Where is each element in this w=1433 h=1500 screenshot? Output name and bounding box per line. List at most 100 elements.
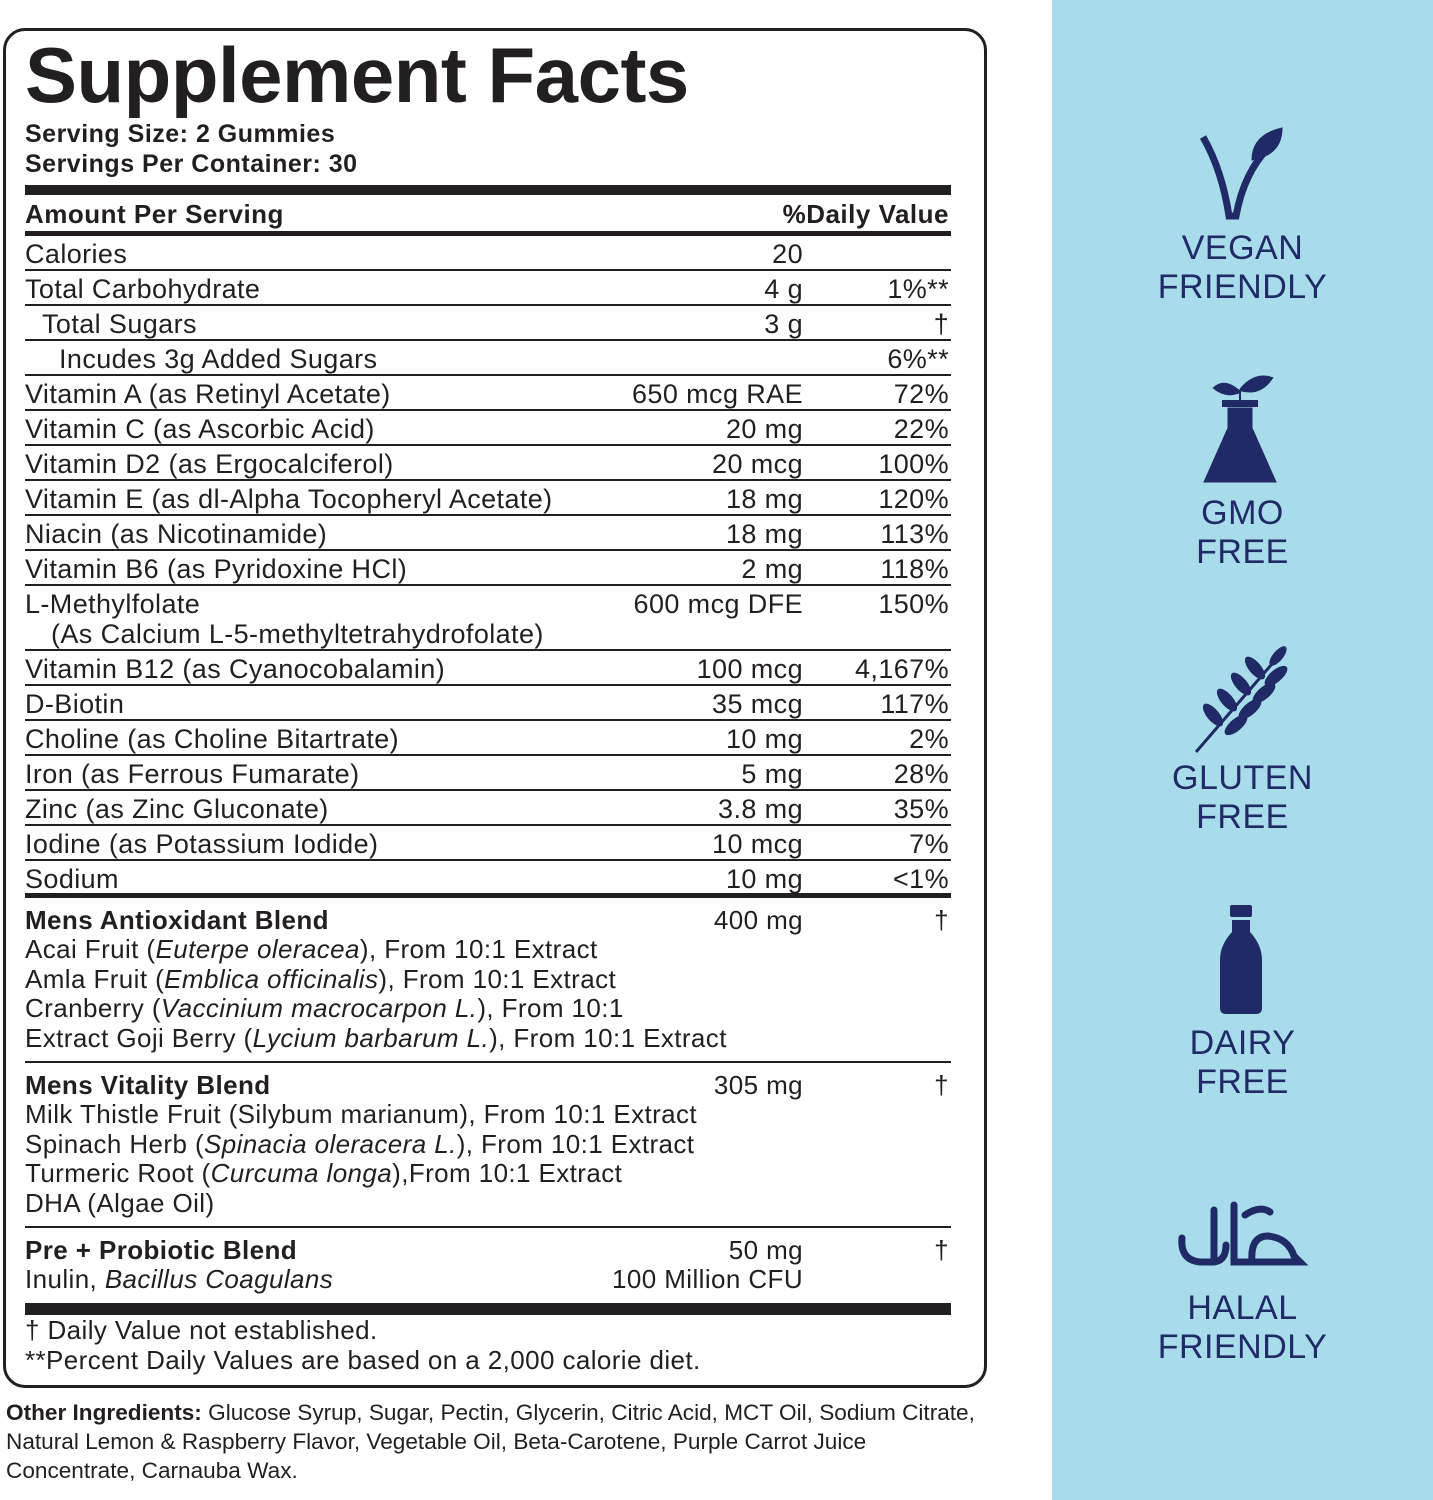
badge-line: FREE xyxy=(1196,1063,1289,1101)
blend-text-segment: Extract Goji Berry ( xyxy=(25,1022,253,1053)
blend-daily-value: † xyxy=(934,905,949,935)
nutrient-name: Zinc (as Zinc Gluconate) xyxy=(25,794,329,824)
blend-amount: 50 mg xyxy=(728,1234,803,1265)
blend-daily-value: † xyxy=(934,1234,949,1265)
nutrient-name: L-Methylfolate xyxy=(25,589,201,619)
badge-label: VEGAN FRIENDLY xyxy=(1052,229,1433,307)
nutrient-row: Zinc (as Zinc Gluconate) 3.8 mg 35% xyxy=(25,791,951,826)
blend-text: Inulin, Bacillus Coagulans xyxy=(25,1265,333,1294)
badge-line: FREE xyxy=(1196,798,1289,836)
blend-text-segment: Vaccinium macrocarpon L. xyxy=(160,993,478,1024)
nutrient-name: Sodium xyxy=(25,864,119,894)
blend-text-segment: Mens Antioxidant Blend xyxy=(25,905,329,935)
blend-line: Acai Fruit (Euterpe oleracea), From 10:1… xyxy=(25,935,951,964)
halal-icon xyxy=(1178,1201,1309,1266)
nutrient-amount: 3 g xyxy=(764,309,803,339)
title: Supplement Facts xyxy=(25,31,689,119)
blend: Mens Antioxidant Blend 400 mg † Acai Fruit … xyxy=(25,898,951,1063)
nutrient-daily-value: 113% xyxy=(880,519,949,549)
blend-text-segment: ), From 10:1 Extract xyxy=(489,1022,727,1053)
nutrient-daily-value: 22% xyxy=(893,414,949,444)
nutrient-row: Total Sugars 3 g † xyxy=(25,306,951,341)
gmo-flask-rim xyxy=(1222,400,1258,407)
nutrient-name: Iodine (as Potassium Iodide) xyxy=(25,829,379,859)
nutrient-row: Incudes 3g Added Sugars 6%** xyxy=(25,341,951,376)
blend-text-segment: DHA (Algae Oil) xyxy=(25,1187,215,1218)
blend-text-segment: Emblica officinalis xyxy=(164,963,379,994)
vegan-leaf xyxy=(1251,127,1283,161)
badge-line: FRIENDLY xyxy=(1157,1328,1328,1366)
blend-line: Amla Fruit (Emblica officinalis), From 1… xyxy=(25,963,951,994)
nutrient-amount: 3.8 mg xyxy=(718,794,803,824)
nutrient-amount: 5 mg xyxy=(741,759,803,789)
badge-label: DAIRY FREE xyxy=(1052,1024,1433,1102)
other-ingredients-label: Other Ingredients: xyxy=(6,1400,202,1425)
thick-rule xyxy=(25,185,951,195)
blend-text: DHA (Algae Oil) xyxy=(25,1187,215,1218)
badge-panel xyxy=(1052,0,1433,1500)
gluten-icon xyxy=(1194,646,1288,753)
nutrient-amount: 10 mg xyxy=(725,864,803,894)
nutrient-amount: 10 mg xyxy=(725,724,803,754)
blend-line: Mens Vitality Blend 305 mg † xyxy=(25,1070,951,1100)
nutrient-name: Calories xyxy=(25,239,128,269)
nutrient-row: Vitamin C (as Ascorbic Acid) 20 mg 22% xyxy=(25,411,951,446)
column-header: Amount Per Serving %Daily Value xyxy=(25,195,951,236)
blend-text-segment: Milk Thistle Fruit (Silybum marianum), F… xyxy=(25,1099,698,1130)
nutrient-amount: 10 mcg xyxy=(712,829,803,859)
blend-line: Spinach Herb (Spinacia oleracera L.), Fr… xyxy=(25,1128,951,1159)
blend-text-segment: Turmeric Root ( xyxy=(25,1158,211,1189)
nutrient-daily-value: 120% xyxy=(878,484,949,514)
nutrient-row: L-Methylfolate (As Calcium L-5-methyltetr… xyxy=(25,586,951,651)
nutrient-amount: 20 xyxy=(772,239,803,269)
blend-text: Pre + Probiotic Blend xyxy=(25,1234,298,1265)
blend-text: Cranberry (Vaccinium macrocarpon L.), Fr… xyxy=(25,993,624,1024)
blend-text: Extract Goji Berry (Lycium barbarum L.),… xyxy=(25,1022,727,1053)
nutrient-daily-value: 117% xyxy=(880,689,949,719)
blend-text: Amla Fruit (Emblica officinalis), From 1… xyxy=(25,963,616,994)
badge-line: DAIRY xyxy=(1189,1024,1296,1062)
nutrient-amount: 2 mg xyxy=(741,554,803,584)
nutrient-daily-value: 150% xyxy=(878,589,949,619)
other-ingredients-text: Glucose Syrup, Sugar, Pectin, Glycerin, … xyxy=(6,1400,975,1483)
nutrient-row: Sodium 10 mg <1% xyxy=(25,861,951,898)
nutrient-daily-value: 28% xyxy=(893,759,949,789)
nutrient-daily-value: † xyxy=(933,309,949,339)
nutrient-daily-value: 2% xyxy=(909,724,949,754)
nutrient-name: Vitamin A (as Retinyl Acetate) xyxy=(25,379,391,409)
nutrient-daily-value: 118% xyxy=(880,554,949,584)
badge-line: HALAL xyxy=(1187,1289,1298,1327)
blend-text-segment: Euterpe oleracea xyxy=(155,934,360,965)
nutrient-row: Vitamin D2 (as Ergocalciferol) 20 mcg 100% xyxy=(25,446,951,481)
blend-text-segment: Pre + Probiotic Blend xyxy=(25,1234,298,1265)
nutrient-row: Vitamin A (as Retinyl Acetate) 650 mcg RA… xyxy=(25,376,951,411)
dairy-icon xyxy=(1220,920,1262,1014)
blend-text-segment: Lycium barbarum L. xyxy=(252,1022,490,1053)
nutrient-daily-value: <1% xyxy=(893,864,949,894)
serving-size: Serving Size: 2 Gummies xyxy=(25,120,336,148)
other-ingredients: Other Ingredients: Glucose Syrup, Sugar,… xyxy=(6,1398,981,1485)
header-left: Amount Per Serving xyxy=(25,199,284,229)
nutrient-row: Vitamin B6 (as Pyridoxine HCl) 2 mg 118% xyxy=(25,551,951,586)
gmo-sprout xyxy=(1212,375,1274,400)
nutrient-name: Total Sugars xyxy=(42,309,197,339)
nutrient-daily-value: 6%** xyxy=(887,344,949,374)
nutrient-daily-value: 7% xyxy=(909,829,949,859)
nutrient-name: D-Biotin xyxy=(25,689,125,719)
blend-text-segment: ), From 10:1 Extract xyxy=(456,1128,695,1159)
blend-text-segment: Acai Fruit ( xyxy=(25,934,156,965)
nutrient-row: Iron (as Ferrous Fumarate) 5 mg 28% xyxy=(25,756,951,791)
footnote: **Percent Daily Values are based on a 2,… xyxy=(25,1344,701,1375)
nutrient-name: Vitamin C (as Ascorbic Acid) xyxy=(25,414,375,444)
blend: Mens Vitality Blend 305 mg † Milk Thistle F… xyxy=(25,1063,951,1228)
blend-text-segment: Curcuma longa xyxy=(210,1158,393,1189)
blend-amount: 400 mg xyxy=(713,905,803,935)
nutrient-amount: 35 mcg xyxy=(712,689,803,719)
nutrient-row: Calories 20 xyxy=(25,236,951,271)
blend-line: Turmeric Root (Curcuma longa),From 10:1 … xyxy=(25,1158,951,1189)
nutrient-amount: 650 mcg RAE xyxy=(632,379,803,409)
blend-text: Mens Antioxidant Blend xyxy=(25,905,329,935)
nutrient-daily-value: 1%** xyxy=(887,274,949,304)
